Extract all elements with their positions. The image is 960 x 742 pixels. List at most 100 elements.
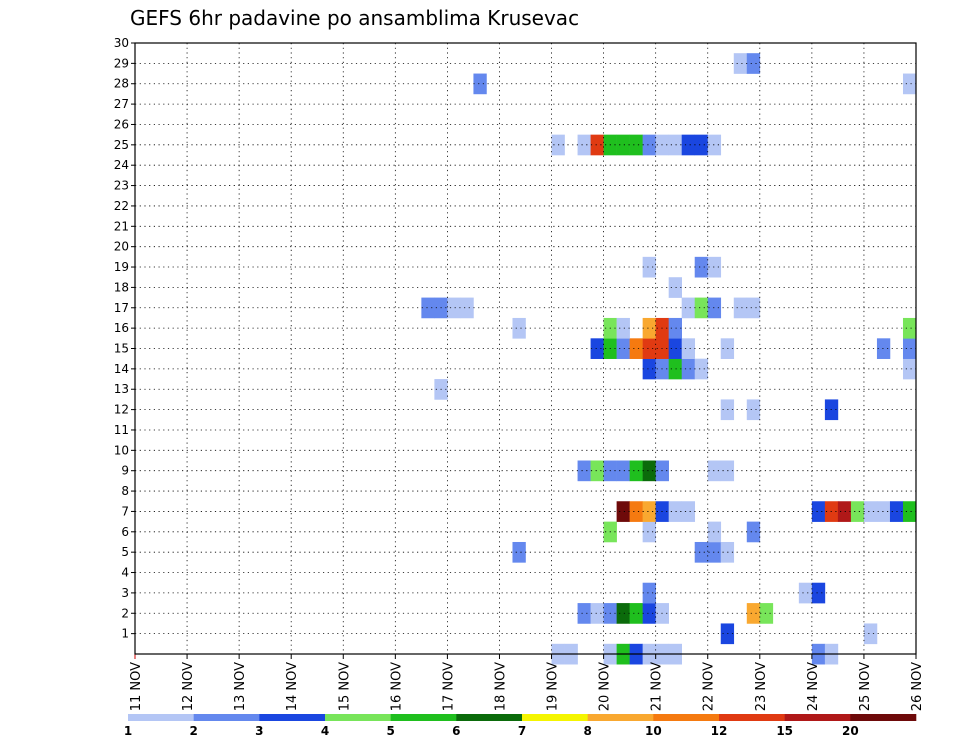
precip-cell bbox=[668, 317, 682, 339]
x-tick-label: 14 NOV bbox=[285, 662, 300, 711]
y-tick-label: 11 bbox=[114, 423, 129, 437]
y-tick-label: 29 bbox=[114, 56, 129, 70]
plot-frame bbox=[134, 42, 917, 655]
precip-cell bbox=[642, 338, 656, 359]
colorbar-label: 2 bbox=[189, 724, 197, 738]
y-tick-label: 22 bbox=[114, 199, 129, 213]
colorbar-label: 7 bbox=[518, 724, 526, 738]
precip-cell bbox=[733, 297, 748, 319]
precip-cell bbox=[746, 53, 761, 74]
precip-cell bbox=[460, 297, 474, 319]
precip-cell bbox=[694, 297, 709, 319]
precip-cell bbox=[837, 501, 852, 522]
y-tick-label: 27 bbox=[114, 97, 129, 111]
precip-cell bbox=[642, 358, 656, 380]
y-tick-label: 12 bbox=[114, 403, 129, 417]
colorbar-label: 20 bbox=[842, 724, 859, 738]
x-tick-label: 13 NOV bbox=[233, 662, 248, 711]
y-tick-label: 10 bbox=[114, 443, 129, 457]
precip-cell bbox=[616, 460, 630, 482]
precip-cell bbox=[668, 358, 682, 380]
colorbar-segment bbox=[653, 714, 720, 721]
x-tick-label: 15 NOV bbox=[337, 662, 352, 711]
y-tick-label: 30 bbox=[114, 36, 129, 50]
colorbar-segment bbox=[456, 714, 523, 721]
precip-cell bbox=[681, 358, 696, 380]
precip-cell bbox=[902, 358, 917, 380]
precip-cell bbox=[616, 317, 630, 339]
precip-cell bbox=[876, 338, 891, 359]
y-tick-label: 6 bbox=[121, 525, 129, 539]
precip-cell bbox=[473, 73, 487, 95]
precip-cell bbox=[902, 317, 917, 339]
y-tick-label: 19 bbox=[114, 260, 129, 274]
precip-cell bbox=[811, 582, 826, 604]
colorbar-label: 12 bbox=[711, 724, 728, 738]
precip-cell bbox=[629, 603, 643, 624]
colorbar-label: 6 bbox=[452, 724, 460, 738]
precip-cell bbox=[421, 297, 435, 319]
precip-cell bbox=[590, 603, 604, 624]
precip-cell bbox=[642, 501, 656, 522]
precip-cell bbox=[707, 256, 722, 278]
y-tick-label: 2 bbox=[121, 606, 129, 620]
precip-cell bbox=[681, 134, 696, 156]
y-tick-label: 14 bbox=[114, 362, 129, 376]
precip-cell bbox=[811, 501, 826, 522]
precip-cell bbox=[642, 134, 656, 156]
x-tick-label: 17 NOV bbox=[441, 662, 456, 711]
precip-cell bbox=[642, 256, 656, 278]
precip-cell bbox=[668, 134, 682, 156]
precip-cell bbox=[707, 541, 722, 563]
colorbar-label: 3 bbox=[255, 724, 263, 738]
precip-cell bbox=[616, 338, 630, 359]
precip-cell bbox=[642, 582, 656, 604]
x-tick-label: 25 NOV bbox=[858, 662, 873, 711]
colorbar-label: 5 bbox=[386, 724, 394, 738]
colorbar-label: 10 bbox=[645, 724, 662, 738]
y-tick-label: 4 bbox=[121, 566, 129, 580]
colorbar-segment bbox=[522, 714, 588, 721]
precip-cell bbox=[746, 399, 761, 421]
precip-cell bbox=[707, 521, 722, 543]
colorbar-segment bbox=[325, 714, 391, 721]
precip-cell bbox=[616, 501, 630, 522]
x-tick-label: 19 NOV bbox=[546, 662, 561, 711]
colorbar-segment bbox=[259, 714, 326, 721]
precip-cell bbox=[746, 521, 761, 543]
y-tick-label: 28 bbox=[114, 77, 129, 91]
precip-cell bbox=[681, 501, 696, 522]
y-tick-label: 16 bbox=[114, 321, 129, 335]
y-tick-label: 18 bbox=[114, 280, 129, 294]
precip-cell bbox=[902, 73, 917, 95]
precip-cell bbox=[642, 460, 656, 482]
precip-cell bbox=[590, 134, 604, 156]
precip-cell bbox=[629, 134, 643, 156]
precip-cell bbox=[616, 603, 630, 624]
precip-cell bbox=[707, 460, 722, 482]
colorbar-segment bbox=[850, 714, 917, 721]
precip-cell bbox=[798, 582, 813, 604]
precip-cell bbox=[876, 501, 891, 522]
precip-cell bbox=[902, 338, 917, 359]
chart-title: GEFS 6hr padavine po ansamblima Krusevac bbox=[130, 6, 580, 30]
x-tick-label: 16 NOV bbox=[389, 662, 404, 711]
precip-cell bbox=[629, 338, 643, 359]
colorbar-label: 8 bbox=[583, 724, 591, 738]
y-tick-label: 17 bbox=[114, 301, 129, 315]
x-tick-label: 26 NOV bbox=[910, 662, 925, 711]
precip-cell bbox=[629, 501, 643, 522]
precip-cell bbox=[668, 277, 682, 298]
y-tick-label: 20 bbox=[114, 240, 129, 254]
precip-cell bbox=[590, 338, 604, 359]
precip-cell bbox=[642, 317, 656, 339]
colorbar-segment bbox=[784, 714, 851, 721]
colorbar-segment bbox=[390, 714, 457, 721]
precip-cell bbox=[746, 297, 761, 319]
y-tick-label: 8 bbox=[121, 484, 129, 498]
precip-cell bbox=[616, 134, 630, 156]
precip-cell bbox=[707, 134, 722, 156]
precip-cell bbox=[668, 338, 682, 359]
y-tick-label: 3 bbox=[121, 586, 129, 600]
